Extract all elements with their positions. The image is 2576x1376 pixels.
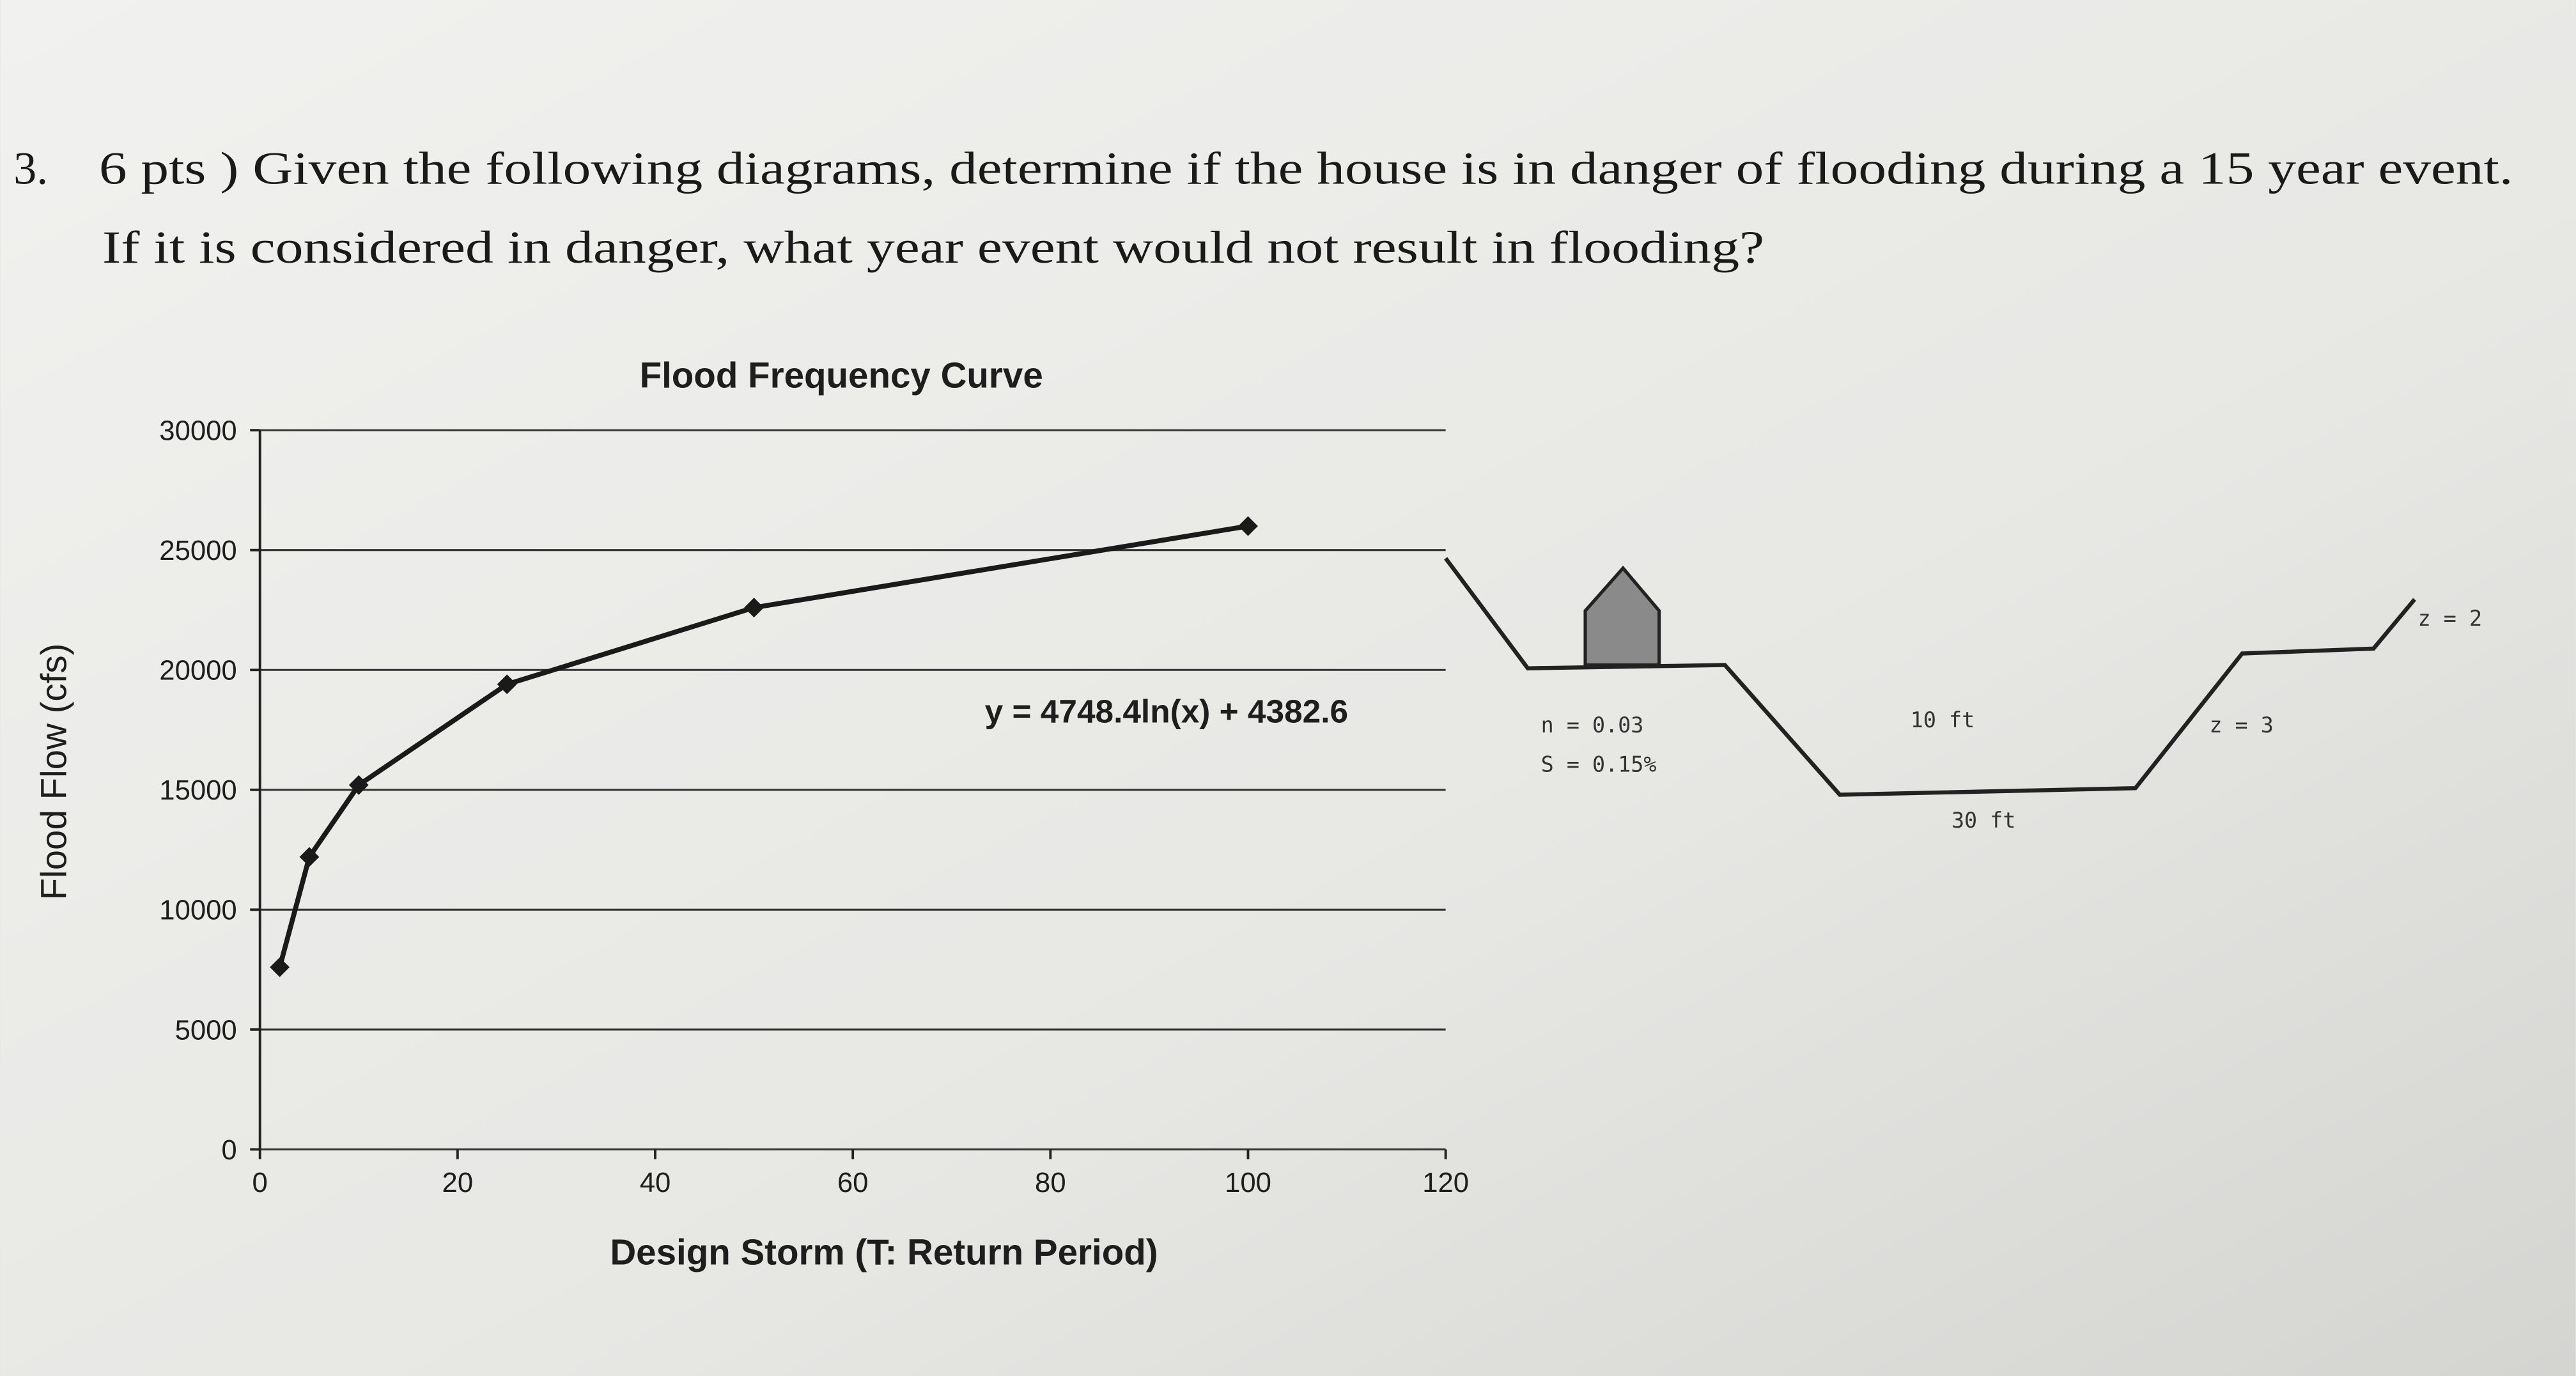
channel-diagram: n = 0.03 S = 0.15% 10 ft 30 ft z = 3 z =… (1444, 557, 2482, 833)
question-text: If it is considered in danger, what year… (102, 222, 1764, 273)
y-tick-label: 10000 (159, 895, 237, 926)
x-axis-label: Design Storm (T: Return Period) (610, 1232, 1158, 1272)
x-tick-label: 0 (252, 1167, 268, 1198)
x-tick-label: 80 (1035, 1167, 1066, 1198)
chart-title: Flood Frequency Curve (640, 355, 1043, 395)
chart: Flood Frequency Curve Design Storm (T: R… (34, 355, 1470, 1272)
x-tick-label: 100 (1225, 1167, 1271, 1198)
y-axis-label: Flood Flow (cfs) (34, 644, 74, 901)
y-tick-label: 25000 (159, 535, 237, 566)
slope-label: S = 0.15% (1541, 752, 1657, 777)
data-point (744, 598, 764, 618)
x-tick-label: 40 (640, 1167, 671, 1198)
y-tick-label: 20000 (159, 655, 237, 686)
house (1583, 566, 1661, 667)
data-point (270, 957, 290, 977)
depth-label: 10 ft (1911, 707, 1975, 732)
y-tick-label: 30000 (159, 415, 237, 447)
x-tick-label: 20 (442, 1167, 474, 1198)
series-line (277, 523, 1249, 968)
y-tick-label: 15000 (159, 775, 237, 806)
channel-profile (1444, 557, 2416, 797)
roughness-label: n = 0.03 (1541, 713, 1644, 738)
data-point (348, 775, 369, 795)
trendline-equation: y = 4748.4ln(x) + 4382.6 (985, 692, 1348, 729)
data-point (1238, 516, 1258, 536)
y-tick-label: 5000 (175, 1014, 237, 1046)
question-number: 3. (13, 143, 48, 194)
side-slope-label: z = 3 (2209, 713, 2273, 738)
data-point (299, 847, 320, 867)
width-label: 30 ft (1951, 808, 2015, 833)
x-tick-label: 120 (1422, 1167, 1469, 1198)
side-slope-label: z = 2 (2418, 606, 2482, 631)
question-text: 6 pts ) Given the following diagrams, de… (99, 143, 2513, 194)
data-point (497, 674, 517, 695)
y-tick-label: 0 (221, 1134, 237, 1166)
x-tick-label: 60 (837, 1167, 869, 1198)
